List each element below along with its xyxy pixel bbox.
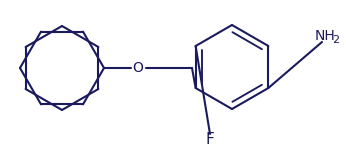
Text: O: O xyxy=(133,61,144,75)
Text: NH: NH xyxy=(315,29,336,43)
Text: F: F xyxy=(206,132,215,147)
Text: 2: 2 xyxy=(332,35,339,45)
